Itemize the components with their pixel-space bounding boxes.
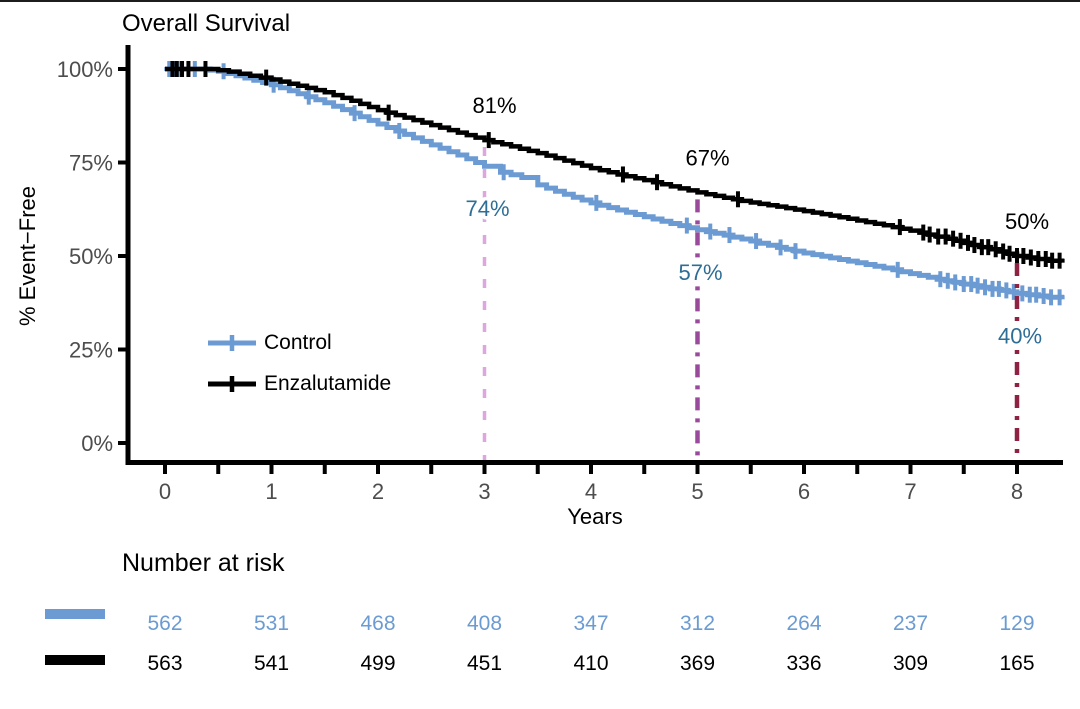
risk-row-swatch-control — [45, 609, 105, 619]
risk-count-control-year-5: 312 — [679, 612, 716, 635]
x-tick-label: 8 — [1011, 479, 1023, 504]
annotation-enzalutamide-year-5: 67% — [685, 145, 729, 170]
y-tick-label: 25% — [69, 338, 113, 363]
x-tick-label: 3 — [478, 479, 490, 504]
risk-count-control-year-3: 408 — [466, 612, 503, 635]
survival-plot: 0% 25% 50% 75% 100% 0 1 2 3 4 5 6 7 8 81% 74% 67% 57% 50% 4… — [57, 45, 1065, 504]
risk-table-heading: Number at risk — [122, 549, 285, 577]
x-axis-title: Years — [567, 504, 623, 529]
legend-label-control: Control — [264, 331, 332, 354]
annotation-enzalutamide-year-3: 81% — [472, 93, 516, 118]
risk-count-enzalutamide-year-5: 369 — [679, 652, 716, 675]
annotation-control-year-3: 74% — [465, 196, 509, 221]
legend-item-control: Control — [206, 331, 391, 355]
legend-label-enzalutamide: Enzalutamide — [264, 372, 392, 395]
risk-count-enzalutamide-year-4: 410 — [573, 652, 609, 675]
x-tick-label: 0 — [159, 479, 171, 504]
risk-count-enzalutamide-year-1: 541 — [253, 652, 290, 675]
x-tick-label: 5 — [691, 479, 703, 504]
risk-count-control-year-7: 237 — [892, 612, 929, 635]
annotation-enzalutamide-year-8: 50% — [1005, 209, 1049, 234]
annotation-control-year-5: 57% — [678, 260, 722, 285]
x-tick-label: 6 — [798, 479, 810, 504]
y-tick-label: 50% — [69, 244, 113, 269]
risk-count-enzalutamide-year-3: 451 — [466, 652, 503, 675]
risk-count-enzalutamide-year-2: 499 — [360, 652, 396, 675]
risk-count-enzalutamide-year-8: 165 — [999, 652, 1035, 675]
chart-title: Overall Survival — [122, 10, 291, 37]
risk-row-swatch-enzalutamide — [45, 655, 105, 665]
risk-count-control-year-4: 347 — [573, 612, 609, 635]
y-tick-label: 100% — [57, 57, 113, 82]
y-tick-label: 75% — [69, 151, 113, 176]
risk-count-control-year-0: 562 — [147, 612, 183, 635]
x-tick-label: 1 — [265, 479, 277, 504]
figure-top-edge — [0, 0, 1080, 2]
risk-count-control-year-2: 468 — [360, 612, 396, 635]
control-line-marker-icon — [208, 335, 256, 351]
risk-count-enzalutamide-year-7: 309 — [892, 652, 929, 675]
x-tick-label: 4 — [585, 479, 597, 504]
y-tick-label: 0% — [81, 431, 113, 456]
risk-count-control-year-1: 531 — [253, 612, 290, 635]
annotation-control-year-8: 40% — [998, 323, 1042, 348]
enzalutamide-line-marker-icon — [208, 376, 256, 392]
risk-count-control-year-6: 264 — [786, 612, 822, 635]
x-tick-label: 2 — [372, 479, 384, 504]
risk-count-control-year-8: 129 — [999, 612, 1035, 635]
risk-count-enzalutamide-year-0: 563 — [147, 652, 183, 675]
x-tick-label: 7 — [904, 479, 916, 504]
legend-item-enzalutamide: Enzalutamide — [206, 372, 391, 396]
km-curve-control — [165, 66, 1065, 300]
risk-count-enzalutamide-year-6: 336 — [786, 652, 822, 675]
plot-legend: Control Enzalutamide — [206, 331, 391, 396]
